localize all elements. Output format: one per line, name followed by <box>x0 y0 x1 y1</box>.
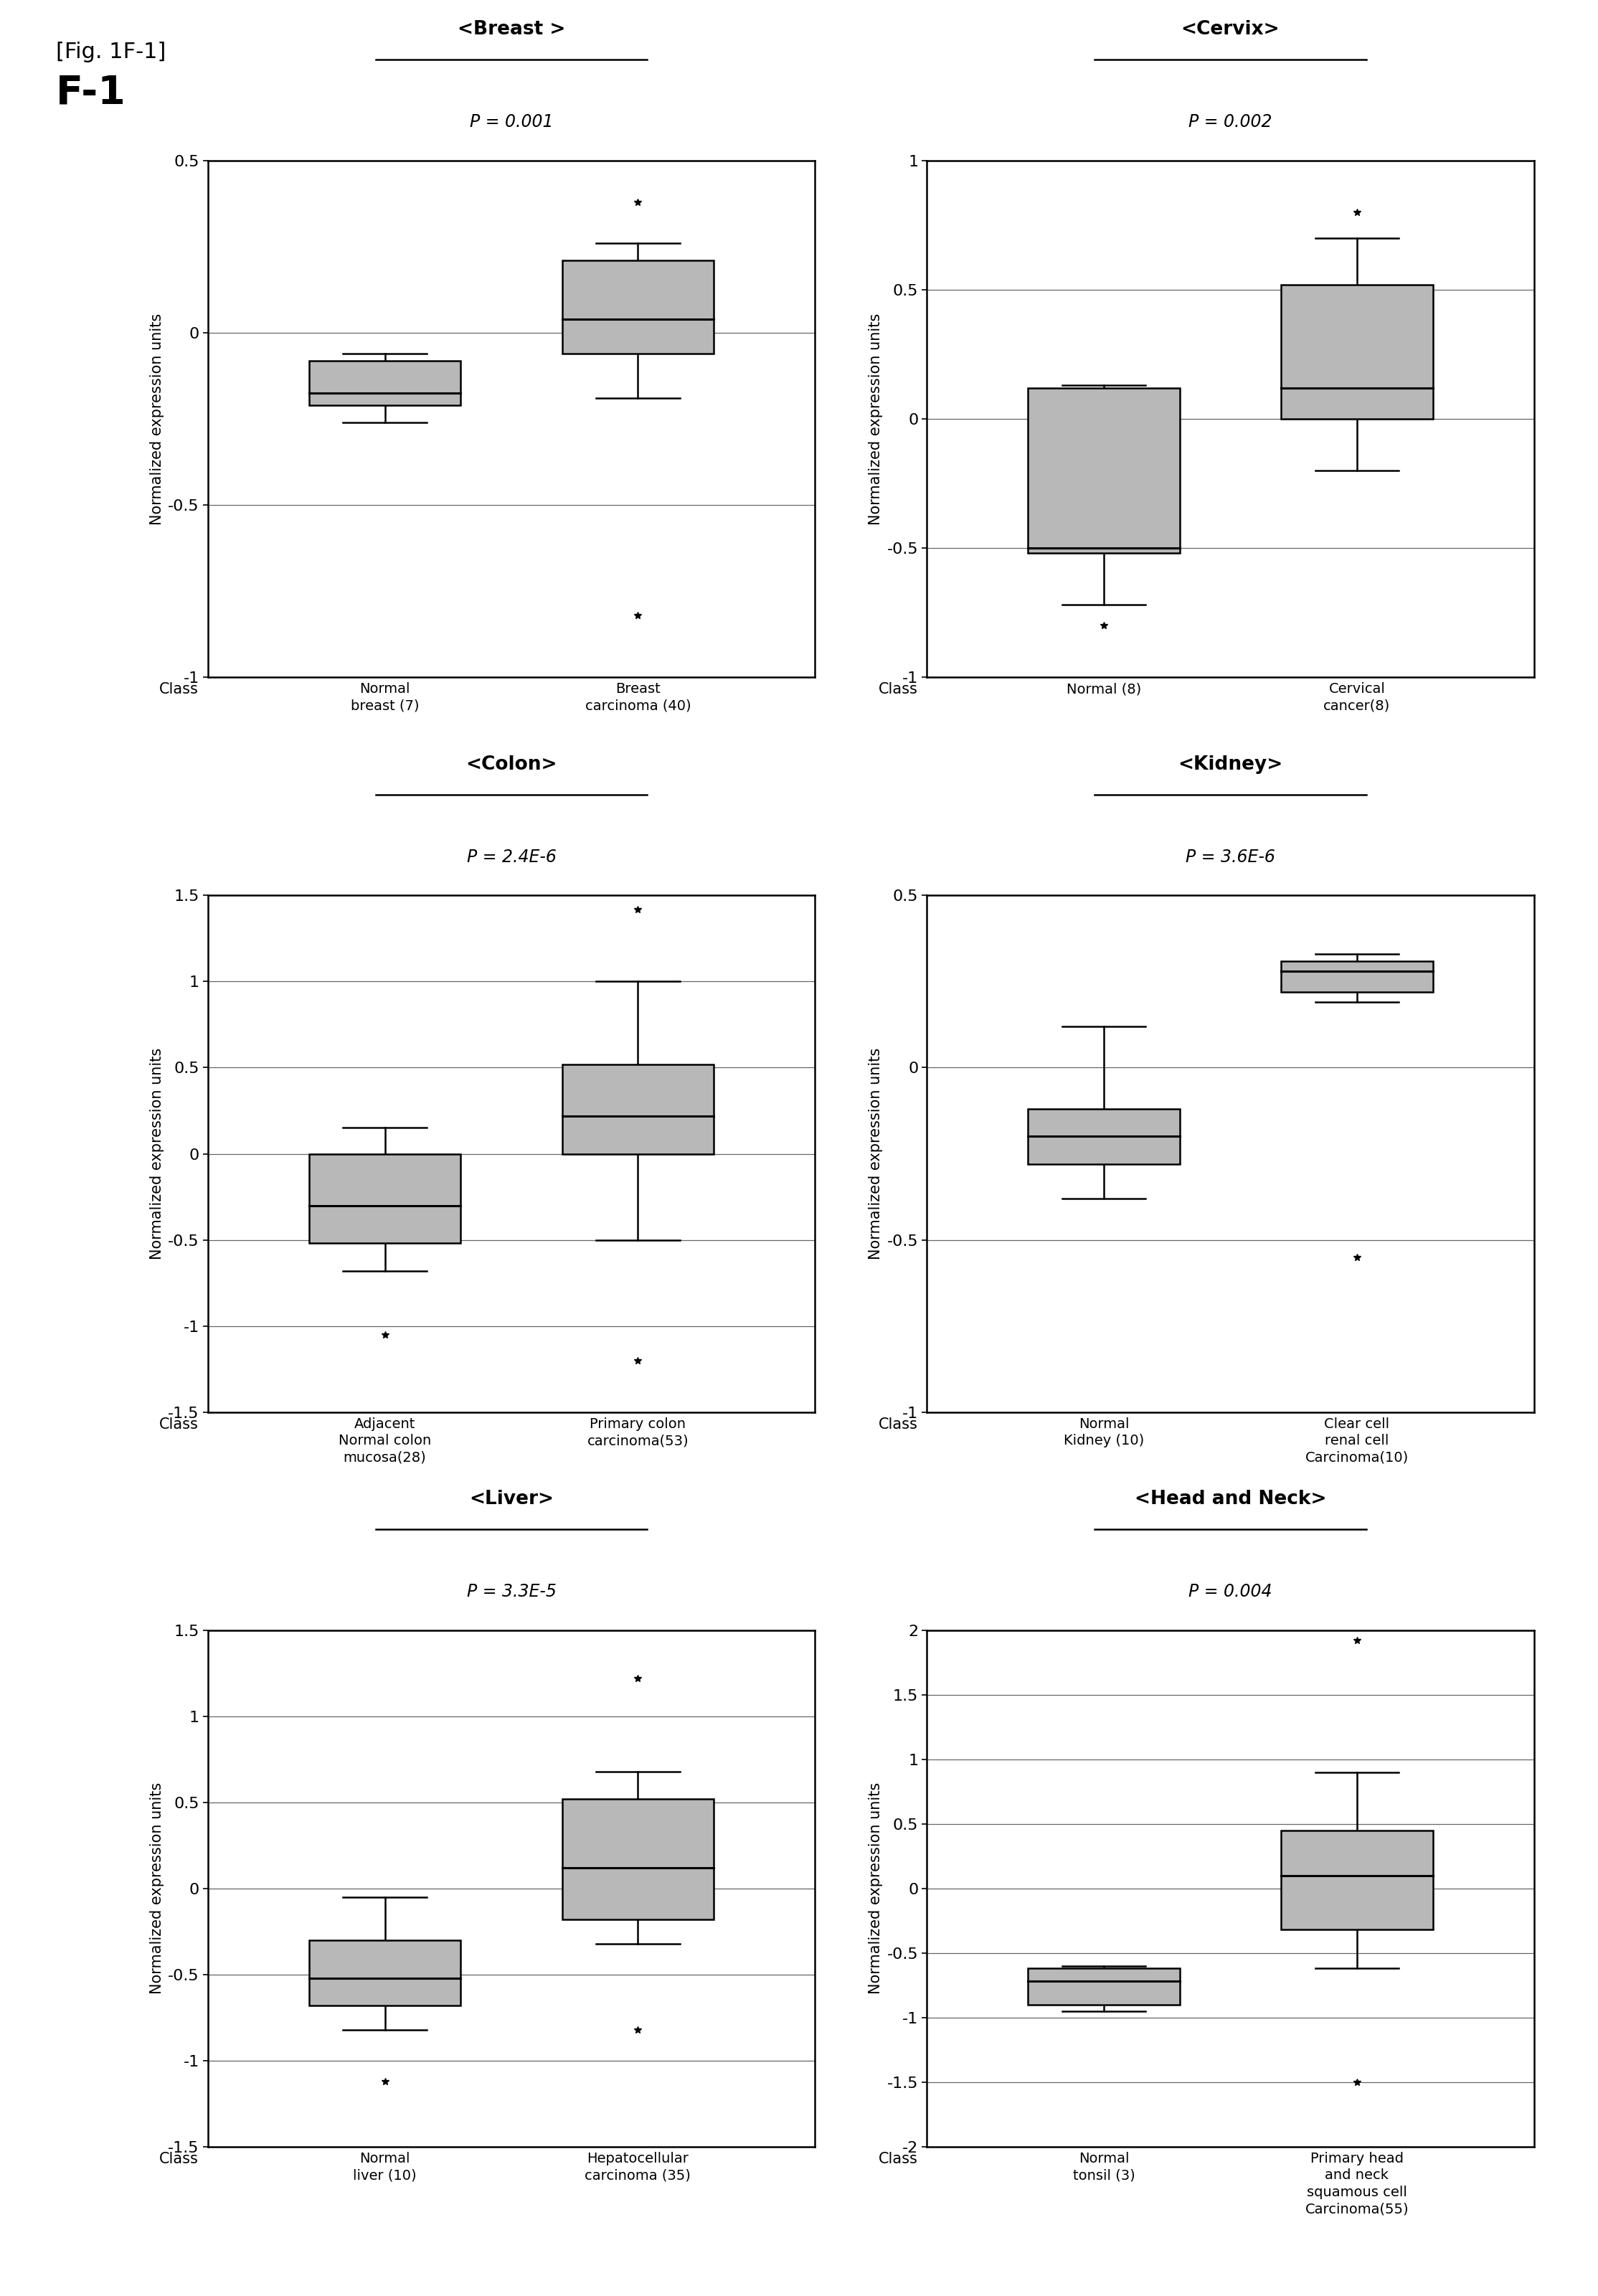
Y-axis label: Normalized expression units: Normalized expression units <box>869 312 884 526</box>
Bar <box>1028 388 1179 553</box>
Text: <Cervix>: <Cervix> <box>1181 21 1280 39</box>
Text: <Kidney>: <Kidney> <box>1178 755 1283 774</box>
Bar <box>1282 960 1433 992</box>
Text: P = 2.4E-6: P = 2.4E-6 <box>467 850 556 866</box>
Text: Class: Class <box>160 1417 198 1430</box>
Bar <box>562 1800 714 1919</box>
Y-axis label: Normalized expression units: Normalized expression units <box>869 1782 884 1995</box>
Text: Class: Class <box>879 2151 917 2165</box>
Bar <box>1282 285 1433 418</box>
Bar <box>308 1940 460 2007</box>
Bar <box>562 262 714 354</box>
Text: <Colon>: <Colon> <box>465 755 558 774</box>
Text: P = 3.3E-5: P = 3.3E-5 <box>467 1584 556 1600</box>
Text: <Breast >: <Breast > <box>457 21 566 39</box>
Bar <box>308 360 460 404</box>
Text: Class: Class <box>879 1417 917 1430</box>
Text: P = 0.002: P = 0.002 <box>1189 115 1272 131</box>
Text: Class: Class <box>160 2151 198 2165</box>
Bar <box>562 1065 714 1155</box>
Text: P = 3.6E-6: P = 3.6E-6 <box>1186 850 1275 866</box>
Y-axis label: Normalized expression units: Normalized expression units <box>150 1047 165 1261</box>
Text: F-1: F-1 <box>56 73 126 113</box>
Text: Class: Class <box>879 682 917 696</box>
Text: <Head and Neck>: <Head and Neck> <box>1135 1490 1326 1508</box>
Text: P = 0.004: P = 0.004 <box>1189 1584 1272 1600</box>
Bar <box>1028 1968 1179 2004</box>
Bar <box>1028 1109 1179 1164</box>
Text: [Fig. 1F-1]: [Fig. 1F-1] <box>56 41 166 62</box>
Text: P = 0.001: P = 0.001 <box>470 115 553 131</box>
Text: Class: Class <box>160 682 198 696</box>
Bar <box>308 1155 460 1244</box>
Bar <box>1282 1830 1433 1929</box>
Y-axis label: Normalized expression units: Normalized expression units <box>869 1047 884 1261</box>
Text: <Liver>: <Liver> <box>470 1490 553 1508</box>
Y-axis label: Normalized expression units: Normalized expression units <box>150 1782 165 1995</box>
Y-axis label: Normalized expression units: Normalized expression units <box>150 312 165 526</box>
